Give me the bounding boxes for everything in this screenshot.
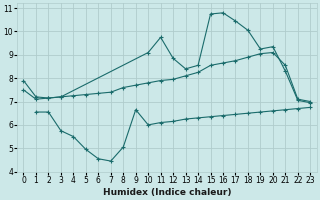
X-axis label: Humidex (Indice chaleur): Humidex (Indice chaleur) xyxy=(103,188,231,197)
